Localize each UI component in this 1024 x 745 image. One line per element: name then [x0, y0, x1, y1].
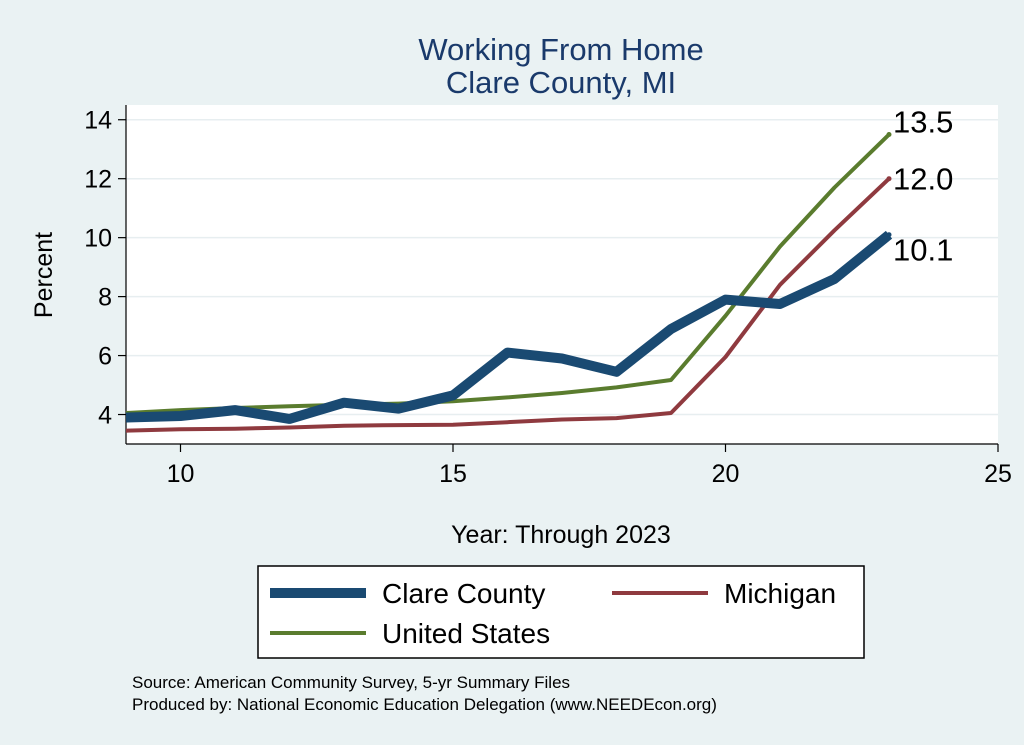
legend: Clare County Michigan United States [257, 565, 865, 659]
end-labels: 10.1 12.0 13.5 [893, 104, 953, 267]
chart-title-line-2: Clare County, MI [446, 65, 676, 100]
series-line-clare-county [125, 230, 893, 424]
y-tick-label: 6 [98, 343, 112, 371]
series-lines [125, 131, 893, 433]
axes: 4 6 8 10 12 14 10 15 20 25 [84, 105, 1012, 488]
y-tick-label: 4 [98, 402, 112, 430]
series-endpoint-clare-county [886, 232, 892, 238]
legend-box [257, 565, 865, 659]
series-endpoint-united-states [886, 131, 892, 137]
end-label-michigan: 12.0 [893, 162, 953, 197]
x-tick-label: 15 [439, 460, 467, 488]
plot-area [126, 105, 998, 444]
end-label-clare-county: 10.1 [893, 233, 953, 268]
source-line: Source: American Community Survey, 5-yr … [132, 673, 570, 692]
y-tick-label: 12 [84, 166, 112, 194]
x-tick-label: 20 [712, 460, 740, 488]
y-tick-label: 14 [84, 107, 112, 135]
end-label-united-states: 13.5 [893, 104, 953, 139]
y-tick-label: 8 [98, 284, 112, 312]
series-endpoint-michigan [886, 176, 892, 182]
legend-label-united-states: United States [382, 618, 550, 649]
series-line-michigan [125, 177, 891, 433]
y-tick-label: 10 [84, 225, 112, 253]
series-line-united-states [125, 133, 891, 415]
x-tick-label: 10 [167, 460, 195, 488]
legend-label-clare-county: Clare County [382, 578, 545, 609]
x-axis-label: Year: Through 2023 [451, 521, 671, 549]
chart-title-line-1: Working From Home [418, 32, 703, 67]
legend-label-michigan: Michigan [724, 578, 836, 609]
x-tick-label: 25 [984, 460, 1012, 488]
producer-line: Produced by: National Economic Education… [132, 695, 717, 714]
y-axis-label: Percent [30, 232, 58, 318]
